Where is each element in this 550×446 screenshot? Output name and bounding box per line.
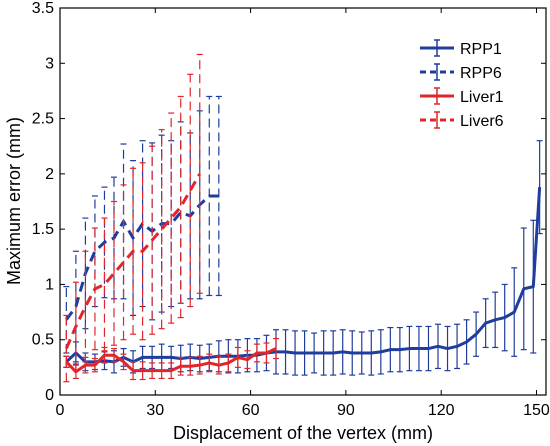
series-line-liver6 (64, 173, 202, 350)
x-tick-label: 150 (523, 402, 550, 419)
x-axis-title: Displacement of the vertex (mm) (173, 423, 433, 443)
series-rpp1 (63, 140, 543, 376)
x-tick-label: 90 (337, 402, 355, 419)
series-line-liver1 (65, 347, 277, 374)
error-bar-liver6 (111, 200, 117, 346)
legend-label-rpp6: RPP6 (460, 65, 502, 82)
y-axis-title: Maximum error (mm) (4, 117, 24, 285)
legend-label-rpp1: RPP1 (460, 41, 502, 58)
series-liver1 (63, 338, 279, 381)
error-bar-liver6 (158, 129, 165, 330)
y-tick-label: 0.5 (32, 332, 54, 349)
legend-item-rpp1: RPP1 (420, 39, 502, 58)
y-tick-label: 3 (45, 55, 54, 72)
ticks-layer: 0 30 60 90 120 150 0 0.5 1 1.5 2 2.5 3 3.5 (32, 0, 550, 419)
y-tick-label: 3.5 (32, 0, 54, 17)
error-bar-liver6 (149, 145, 156, 335)
legend-item-liver1: Liver1 (420, 87, 504, 106)
legend-label-liver1: Liver1 (460, 89, 504, 106)
y-tick-label: 1 (45, 276, 54, 293)
error-bar-liver6 (177, 95, 184, 319)
y-tick-label: 2 (45, 166, 54, 183)
error-bar-liver6 (101, 217, 108, 352)
y-tick-label: 0 (45, 387, 54, 404)
plot-frame (59, 7, 547, 396)
legend-item-rpp6: RPP6 (420, 63, 502, 82)
series-line-rpp1 (65, 187, 542, 364)
error-bar-liver6 (130, 167, 137, 335)
error-bar-liver6 (82, 250, 89, 363)
error-bar-liver6 (196, 53, 203, 294)
series-liver6 (63, 53, 203, 383)
error-bar-rpp6 (215, 95, 222, 297)
legend: RPP1 RPP6 Liver1 Liver6 (420, 39, 504, 130)
error-bar-liver6 (168, 112, 175, 324)
error-bar-liver6 (187, 73, 194, 308)
x-tick-label: 60 (242, 402, 260, 419)
legend-label-liver6: Liver6 (460, 113, 504, 130)
y-tick-label: 2.5 (32, 111, 54, 128)
x-tick-label: 0 (56, 402, 65, 419)
y-tick-label: 1.5 (32, 221, 54, 238)
legend-item-liver6: Liver6 (420, 111, 504, 130)
x-tick-label: 30 (146, 402, 164, 419)
data-layer (63, 53, 543, 383)
x-tick-label: 120 (428, 402, 455, 419)
